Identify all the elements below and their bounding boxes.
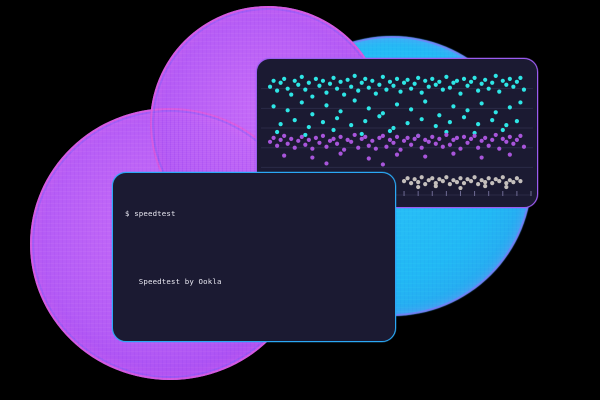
terminal-output: $ speedtest Speedtest by Ookla Server: A… [113, 173, 395, 341]
chart-x-axis-ticks [389, 191, 532, 196]
terminal-blank-line [125, 242, 385, 253]
speedtest-cli-terminal-panel: $ speedtest Speedtest by Ookla Server: A… [112, 172, 396, 342]
terminal-blank-line [125, 309, 385, 320]
chart-data-points [267, 73, 527, 191]
terminal-line: Speedtest by Ookla [125, 276, 222, 286]
dot-plot-chart [261, 73, 533, 196]
terminal-line: $ speedtest [125, 209, 176, 219]
